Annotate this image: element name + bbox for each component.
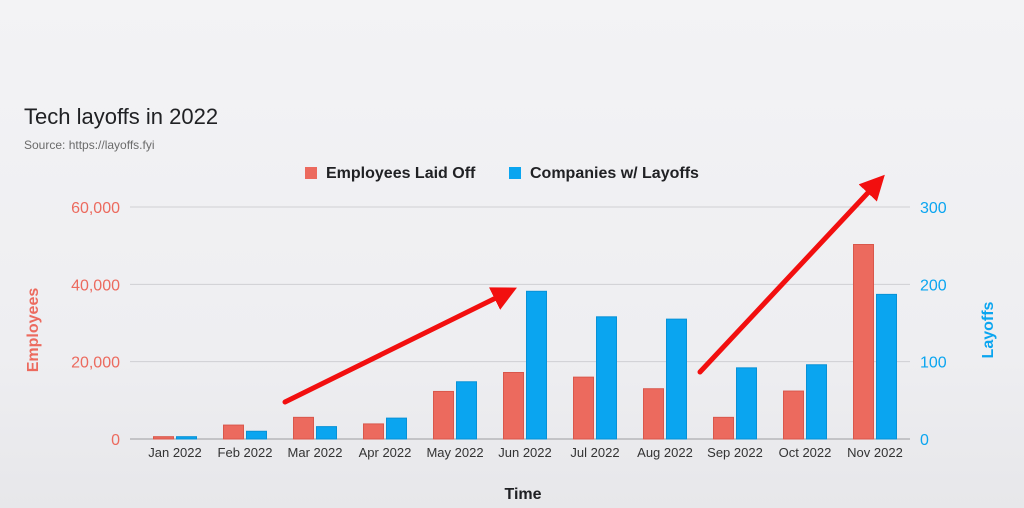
bar-companies-with-layoffs <box>176 436 197 440</box>
x-tick-label: Apr 2022 <box>359 445 412 460</box>
x-tick-label: Jun 2022 <box>498 445 552 460</box>
legend: Employees Laid Off Companies w/ Layoffs <box>305 165 699 182</box>
x-tick-label: Feb 2022 <box>218 445 273 460</box>
bar-companies-with-layoffs <box>386 417 407 440</box>
bar-employees-laid-off <box>853 244 874 440</box>
legend-label-companies: Companies w/ Layoffs <box>530 165 699 182</box>
y-tick-labels-left: 0 20,000 40,000 60,000 <box>71 200 120 449</box>
bar-employees-laid-off <box>503 371 524 440</box>
bar-employees-laid-off <box>573 376 594 440</box>
x-tick-label: Aug 2022 <box>637 445 693 460</box>
bar-companies-with-layoffs <box>806 364 827 440</box>
x-tick-label: Jan 2022 <box>148 445 202 460</box>
bar-employees-laid-off <box>643 388 664 440</box>
x-tick-label: Sep 2022 <box>707 445 763 460</box>
bars <box>153 244 897 440</box>
y-tick-label-right: 300 <box>920 200 947 217</box>
bar-companies-with-layoffs <box>596 316 617 440</box>
y-tick-label-left: 20,000 <box>71 355 120 372</box>
bar-employees-laid-off <box>293 416 314 440</box>
x-tick-label: Jul 2022 <box>570 445 619 460</box>
bar-employees-laid-off <box>783 390 804 440</box>
x-tick-label: May 2022 <box>426 445 483 460</box>
bar-companies-with-layoffs <box>526 290 547 440</box>
bar-companies-with-layoffs <box>456 381 477 440</box>
x-tick-label: Oct 2022 <box>779 445 832 460</box>
x-tick-label: Nov 2022 <box>847 445 903 460</box>
x-tick-label: Mar 2022 <box>288 445 343 460</box>
bar-employees-laid-off <box>433 390 454 440</box>
bar-employees-laid-off <box>363 423 384 440</box>
y-axis-title-left: Employees <box>25 288 42 373</box>
x-axis-title: Time <box>504 486 541 503</box>
legend-swatch-companies <box>509 167 521 179</box>
bar-employees-laid-off <box>153 436 174 440</box>
bar-employees-laid-off <box>223 424 244 440</box>
bar-companies-with-layoffs <box>316 426 337 440</box>
y-tick-label-right: 200 <box>920 277 947 294</box>
legend-swatch-employees <box>305 167 317 179</box>
bar-companies-with-layoffs <box>666 318 687 440</box>
y-axis-title-right: Layoffs <box>980 301 997 358</box>
y-tick-label-left: 40,000 <box>71 277 120 294</box>
y-tick-label-right: 0 <box>920 432 929 449</box>
annotation-arrow-2 <box>697 174 885 375</box>
annotation-arrow-1 <box>282 287 517 405</box>
bar-companies-with-layoffs <box>876 293 897 440</box>
y-tick-label-left: 60,000 <box>71 200 120 217</box>
y-tick-label-right: 100 <box>920 355 947 372</box>
bar-companies-with-layoffs <box>246 430 267 440</box>
y-tick-labels-right: 0 100 200 300 <box>920 200 947 449</box>
chart-title: Tech layoffs in 2022 <box>24 104 219 129</box>
annotation-arrows <box>282 174 885 405</box>
y-tick-label-left: 0 <box>111 432 120 449</box>
x-tick-labels: Jan 2022 Feb 2022 Mar 2022 Apr 2022 May 2022… <box>148 445 903 460</box>
legend-label-employees: Employees Laid Off <box>326 165 476 182</box>
bar-employees-laid-off <box>713 416 734 440</box>
chart-subtitle: Source: https://layoffs.fyi <box>24 138 155 152</box>
bar-companies-with-layoffs <box>736 367 757 440</box>
